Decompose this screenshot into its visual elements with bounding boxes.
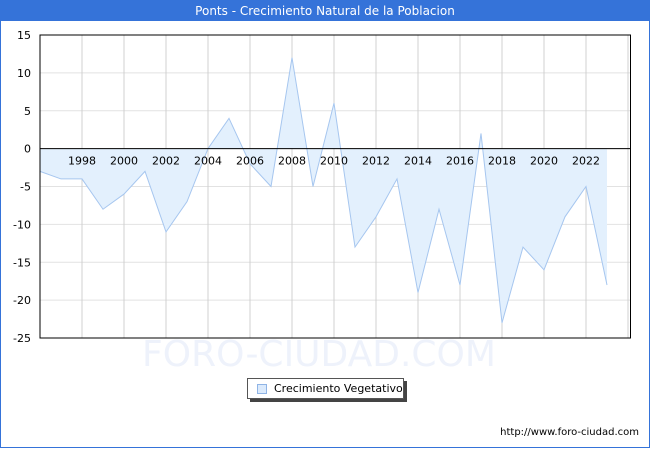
svg-text:2022: 2022 — [572, 155, 600, 168]
chart-title: Ponts - Crecimiento Natural de la Poblac… — [0, 0, 650, 21]
data-line — [39, 57, 608, 323]
svg-text:-20: -20 — [13, 294, 31, 307]
svg-text:2010: 2010 — [320, 155, 348, 168]
svg-text:1998: 1998 — [68, 155, 96, 168]
svg-text:0: 0 — [24, 143, 31, 156]
watermark: FORO-CIUDAD.COM — [142, 334, 496, 375]
svg-text:2008: 2008 — [278, 155, 306, 168]
svg-text:15: 15 — [17, 29, 31, 42]
legend-swatch-icon — [257, 384, 267, 394]
data-area — [40, 57, 607, 323]
svg-text:2016: 2016 — [446, 155, 474, 168]
svg-text:-25: -25 — [13, 332, 31, 345]
svg-text:2012: 2012 — [362, 155, 390, 168]
legend: Crecimiento Vegetativo — [247, 378, 404, 399]
svg-text:5: 5 — [24, 105, 31, 118]
svg-text:-15: -15 — [13, 256, 31, 269]
legend-label: Crecimiento Vegetativo — [274, 382, 403, 395]
svg-text:2018: 2018 — [488, 155, 516, 168]
footer-url[interactable]: http://www.foro-ciudad.com — [500, 427, 639, 438]
svg-text:2006: 2006 — [236, 155, 264, 168]
svg-text:10: 10 — [17, 67, 31, 80]
svg-text:2004: 2004 — [194, 155, 222, 168]
y-axis-labels: 15 10 5 0 -5 -10 -15 -20 -25 — [13, 29, 31, 345]
svg-text:2020: 2020 — [530, 155, 558, 168]
plot-border — [39, 34, 631, 339]
svg-text:-10: -10 — [13, 218, 31, 231]
svg-text:2014: 2014 — [404, 155, 432, 168]
svg-text:2002: 2002 — [152, 155, 180, 168]
x-axis-labels: 1998 2000 2002 2004 2006 2008 2010 2012 2014 2016… — [68, 155, 600, 168]
svg-text:-5: -5 — [20, 181, 31, 194]
svg-text:2000: 2000 — [110, 155, 138, 168]
